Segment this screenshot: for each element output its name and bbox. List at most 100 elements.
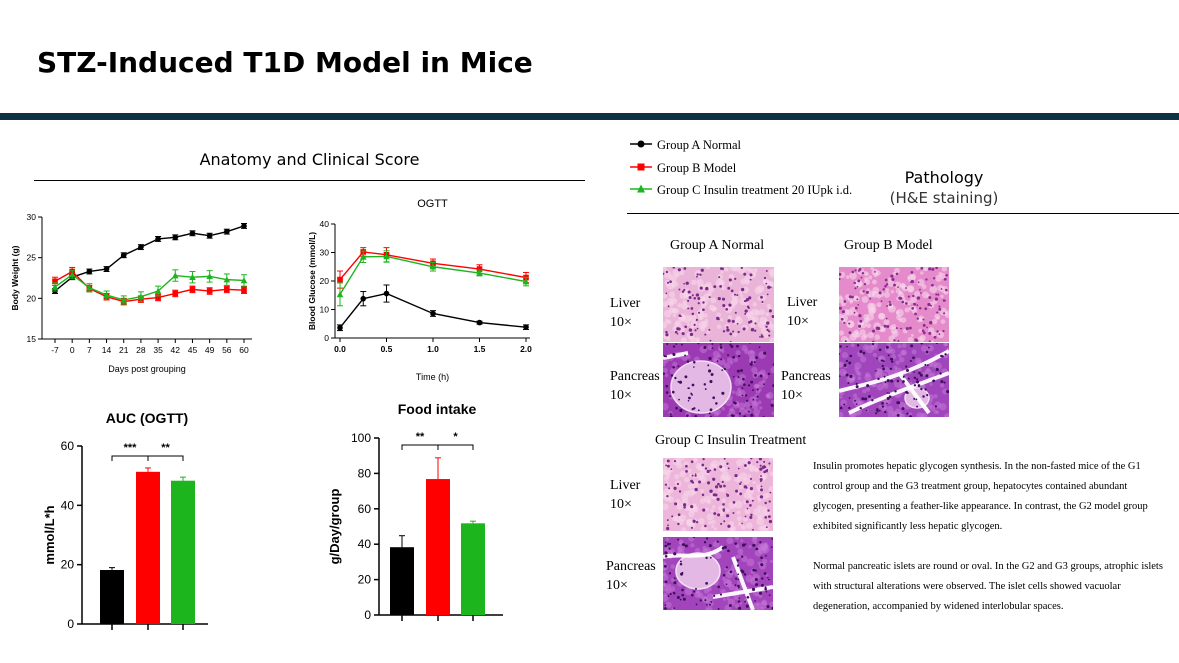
- cell-texture: [770, 399, 774, 404]
- nucleus: [741, 387, 744, 389]
- cell-texture: [769, 471, 773, 477]
- cell-texture: [703, 588, 710, 594]
- nucleus: [770, 546, 773, 548]
- nucleus: [756, 461, 759, 464]
- nucleus: [890, 274, 894, 278]
- nucleus: [668, 572, 672, 575]
- cell-texture: [746, 558, 755, 567]
- cell-texture: [668, 301, 674, 307]
- nucleus: [664, 483, 668, 486]
- cell-texture: [748, 545, 752, 549]
- nucleus: [721, 546, 725, 550]
- nucleus: [744, 515, 747, 518]
- nucleus: [727, 549, 730, 553]
- nucleus: [845, 373, 849, 377]
- nucleus: [916, 296, 921, 300]
- nucleus: [865, 409, 868, 412]
- nucleus: [854, 282, 856, 285]
- nucleus: [703, 383, 707, 386]
- nucleus: [942, 330, 945, 333]
- nucleus: [740, 369, 743, 372]
- cell-texture: [702, 545, 707, 550]
- nucleus: [677, 380, 680, 383]
- data-point: [240, 277, 248, 284]
- nucleus: [871, 329, 876, 333]
- nucleus: [938, 305, 941, 308]
- nucleus: [721, 369, 724, 371]
- nucleus: [690, 307, 694, 310]
- nucleus: [727, 353, 730, 356]
- nucleus: [933, 277, 936, 280]
- nucleus: [881, 401, 884, 405]
- cell-texture: [758, 509, 762, 513]
- nucleus: [851, 270, 855, 274]
- nucleus: [888, 395, 892, 399]
- cell-texture: [714, 552, 722, 560]
- nucleus: [687, 290, 691, 294]
- nucleus: [665, 391, 669, 394]
- nucleus: [693, 296, 697, 300]
- nucleus: [753, 544, 756, 547]
- nucleus: [677, 268, 681, 272]
- nucleus: [677, 522, 680, 526]
- cell-texture: [933, 409, 938, 414]
- nucleus: [733, 293, 737, 296]
- cell-texture: [706, 330, 710, 334]
- left-divider: [34, 180, 585, 181]
- nucleus: [768, 594, 771, 597]
- cell-texture: [685, 518, 693, 526]
- nucleus: [916, 405, 919, 408]
- nucleus: [922, 318, 925, 321]
- nucleus: [666, 343, 669, 345]
- cell-texture: [707, 520, 712, 525]
- nucleus: [908, 326, 912, 330]
- nucleus: [884, 278, 888, 282]
- nucleus: [663, 354, 666, 358]
- cell-texture: [854, 362, 862, 370]
- y-tick-label: 40: [358, 537, 372, 551]
- nucleus: [674, 502, 678, 506]
- cell-texture: [866, 323, 872, 329]
- cell-texture: [740, 278, 747, 285]
- significance-bracket: [401, 444, 439, 450]
- nucleus: [709, 415, 712, 417]
- x-axis-label: Time (h): [416, 372, 449, 382]
- data-point: [206, 273, 213, 280]
- cell-texture: [735, 350, 741, 356]
- nucleus: [861, 397, 865, 401]
- cell-texture: [756, 544, 764, 552]
- nucleus: [737, 354, 741, 358]
- nucleus: [761, 300, 764, 304]
- nucleus: [940, 288, 943, 290]
- nucleus: [944, 353, 947, 356]
- nucleus: [670, 374, 674, 377]
- nucleus: [875, 370, 877, 372]
- nucleus: [687, 299, 690, 303]
- nucleus: [765, 282, 768, 285]
- liver-label-b: Liver 10×: [787, 295, 818, 329]
- nucleus: [683, 267, 687, 270]
- pathology-heading-block: Pathology (H&E staining): [876, 167, 1012, 209]
- nucleus: [664, 580, 668, 584]
- nucleus: [693, 407, 696, 410]
- nucleus: [710, 600, 713, 603]
- chart-title: AUC (OGTT): [106, 410, 188, 426]
- nucleus: [916, 304, 919, 307]
- liver-histology-image-b: [839, 267, 949, 342]
- nucleus: [749, 278, 752, 281]
- nucleus: [940, 354, 943, 358]
- cell-texture: [914, 291, 921, 298]
- cell-texture: [752, 573, 760, 582]
- cell-texture: [721, 285, 726, 291]
- nucleus: [736, 564, 740, 567]
- nucleus: [694, 474, 697, 477]
- nucleus: [697, 409, 700, 412]
- nucleus: [886, 304, 889, 307]
- cell-texture: [927, 344, 934, 352]
- ogtt-chart: 0 10 20 30 40 0.0 0.5 1.0 1.5 2.0 OGTT Time (h) Bloo…: [307, 198, 532, 382]
- cell-texture: [738, 290, 743, 295]
- cell-texture: [757, 498, 762, 503]
- nucleus: [669, 415, 673, 417]
- nucleus: [673, 592, 676, 595]
- nucleus: [691, 481, 695, 484]
